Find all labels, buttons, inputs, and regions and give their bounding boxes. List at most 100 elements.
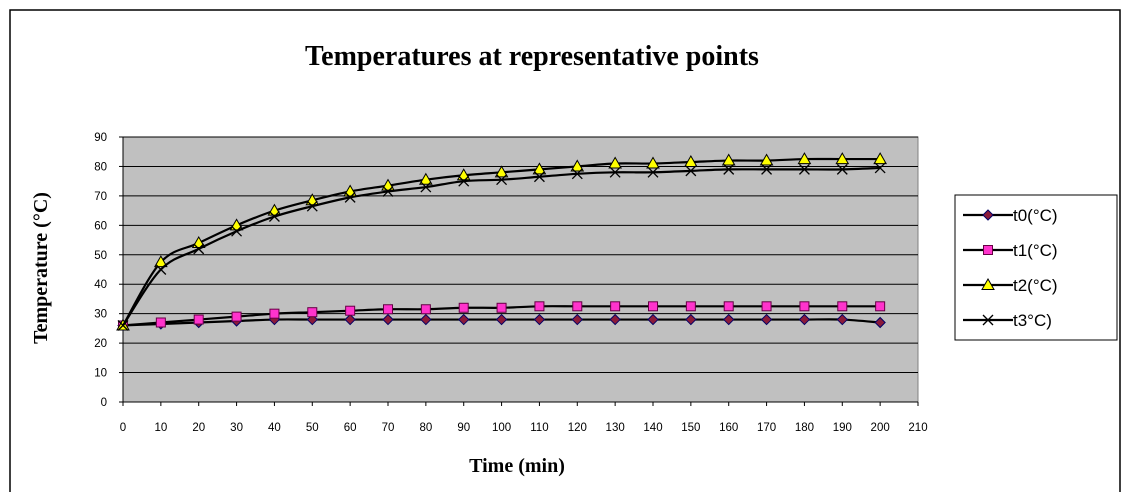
x-tick-label: 80 bbox=[419, 422, 432, 434]
y-tick-label: 50 bbox=[94, 250, 107, 262]
x-tick-label: 60 bbox=[344, 422, 357, 434]
series-0-point-9 bbox=[458, 313, 470, 326]
series-1-point-12 bbox=[572, 301, 583, 312]
series-1-point-10 bbox=[496, 302, 507, 313]
series-2-point-1 bbox=[153, 255, 168, 268]
series-3-point-18-stroke-b bbox=[798, 163, 810, 175]
series-2-point-10 bbox=[494, 165, 509, 178]
series-3-point-6-stroke-b bbox=[344, 191, 356, 203]
x-tick-label: 70 bbox=[382, 422, 395, 434]
series-3-point-10-stroke-b bbox=[496, 174, 508, 186]
y-tick-label: 90 bbox=[94, 132, 107, 144]
series-1-point-4 bbox=[269, 308, 280, 319]
series-3-point-5-stroke-b bbox=[306, 200, 318, 212]
x-tick-label: 10 bbox=[154, 422, 167, 434]
series-1-point-17 bbox=[761, 301, 772, 312]
x-tick-label: 140 bbox=[643, 422, 662, 434]
series-1-point-7 bbox=[383, 304, 393, 315]
series-1-point-13 bbox=[610, 301, 621, 312]
series-1-point-6 bbox=[345, 305, 356, 316]
series-3-point-15 bbox=[685, 165, 697, 177]
series-3-point-17-stroke-b bbox=[761, 163, 773, 175]
series-1-point-9 bbox=[458, 302, 469, 313]
x-tick-label: 180 bbox=[795, 422, 814, 434]
legend-marker-3-stroke-b bbox=[982, 314, 994, 326]
x-tick-label: 170 bbox=[757, 422, 776, 434]
series-3-point-3 bbox=[231, 225, 243, 237]
series-3-point-17 bbox=[761, 163, 773, 175]
series-3-point-15-stroke-b bbox=[685, 165, 697, 177]
series-3-point-16 bbox=[723, 163, 735, 175]
y-tick-label: 60 bbox=[94, 220, 107, 232]
series-2-point-7 bbox=[381, 178, 395, 191]
x-tick-label: 210 bbox=[908, 422, 927, 434]
series-3-point-9 bbox=[458, 175, 470, 187]
series-3-point-20-stroke-b bbox=[874, 162, 886, 174]
series-2-point-18 bbox=[797, 152, 812, 165]
series-3-point-1 bbox=[155, 264, 167, 275]
legend-box bbox=[954, 194, 1118, 341]
series-0-point-16 bbox=[723, 313, 735, 326]
series-3-point-1-stroke-b bbox=[155, 264, 167, 275]
series-2-point-17 bbox=[759, 153, 774, 166]
series-0-point-10 bbox=[495, 313, 508, 326]
series-1-point-14 bbox=[648, 301, 658, 312]
series-3-point-19 bbox=[836, 163, 848, 175]
series-3-point-19-stroke-b bbox=[836, 163, 848, 175]
legend-label-0: t0(°C) bbox=[1013, 206, 1058, 225]
series-3-point-8 bbox=[420, 181, 432, 193]
series-3-point-2-stroke-b bbox=[193, 243, 205, 255]
series-3-point-13-stroke-b bbox=[609, 166, 621, 178]
series-3-point-7 bbox=[382, 186, 394, 197]
series-3-point-4 bbox=[268, 211, 280, 222]
series-0-point-20 bbox=[874, 316, 886, 329]
x-tick-label: 30 bbox=[230, 422, 243, 434]
series-0-point-15 bbox=[685, 313, 697, 326]
y-tick-label: 40 bbox=[94, 279, 107, 291]
series-0-point-6 bbox=[344, 313, 356, 326]
series-0-point-14 bbox=[647, 313, 659, 326]
x-tick-label: 90 bbox=[457, 422, 470, 434]
series-3-point-14 bbox=[647, 166, 659, 178]
y-tick-label: 80 bbox=[94, 161, 107, 173]
series-2-point-6 bbox=[343, 184, 358, 197]
y-axis-title: Temperature (°C) bbox=[30, 192, 52, 344]
series-3-point-14-stroke-b bbox=[647, 166, 659, 178]
series-1-point-20 bbox=[875, 301, 886, 312]
series-2-point-13 bbox=[608, 156, 623, 169]
y-tick-label: 20 bbox=[94, 338, 107, 350]
x-tick-label: 150 bbox=[681, 422, 700, 434]
y-tick-label: 10 bbox=[94, 368, 107, 380]
legend-marker-0 bbox=[982, 209, 994, 221]
x-tick-label: 200 bbox=[871, 422, 890, 434]
series-1-point-16 bbox=[723, 301, 734, 312]
x-tick-label: 190 bbox=[833, 422, 852, 434]
series-3-point-7-stroke-b bbox=[382, 186, 394, 197]
legend-marker-2 bbox=[981, 277, 995, 290]
y-tick-label: 70 bbox=[94, 191, 107, 203]
series-1-point-8 bbox=[420, 304, 431, 315]
series-3-point-4-stroke-b bbox=[268, 211, 280, 222]
series-2-point-12 bbox=[570, 159, 585, 172]
series-1-point-11 bbox=[534, 301, 545, 312]
series-0-point-13 bbox=[609, 313, 621, 326]
series-2-point-4 bbox=[267, 203, 282, 216]
x-tick-label: 0 bbox=[120, 422, 126, 434]
chart-frame bbox=[9, 9, 1121, 492]
series-3-point-3-stroke-b bbox=[231, 225, 243, 237]
series-3-point-2 bbox=[193, 243, 205, 255]
x-tick-label: 110 bbox=[530, 422, 548, 434]
series-3-point-9-stroke-b bbox=[458, 175, 470, 187]
series-3-point-8-stroke-b bbox=[420, 181, 432, 193]
legend-label-1: t1(°C) bbox=[1013, 241, 1058, 260]
series-1-point-18 bbox=[799, 301, 810, 312]
series-2-point-16 bbox=[721, 153, 736, 166]
series-3-point-11 bbox=[533, 171, 545, 183]
series-2-point-8 bbox=[418, 172, 433, 185]
series-3-point-5 bbox=[306, 200, 318, 212]
series-3-point-6 bbox=[344, 191, 356, 203]
plot-background bbox=[122, 136, 919, 403]
x-tick-label: 100 bbox=[492, 422, 511, 434]
series-0-point-12 bbox=[571, 313, 583, 326]
